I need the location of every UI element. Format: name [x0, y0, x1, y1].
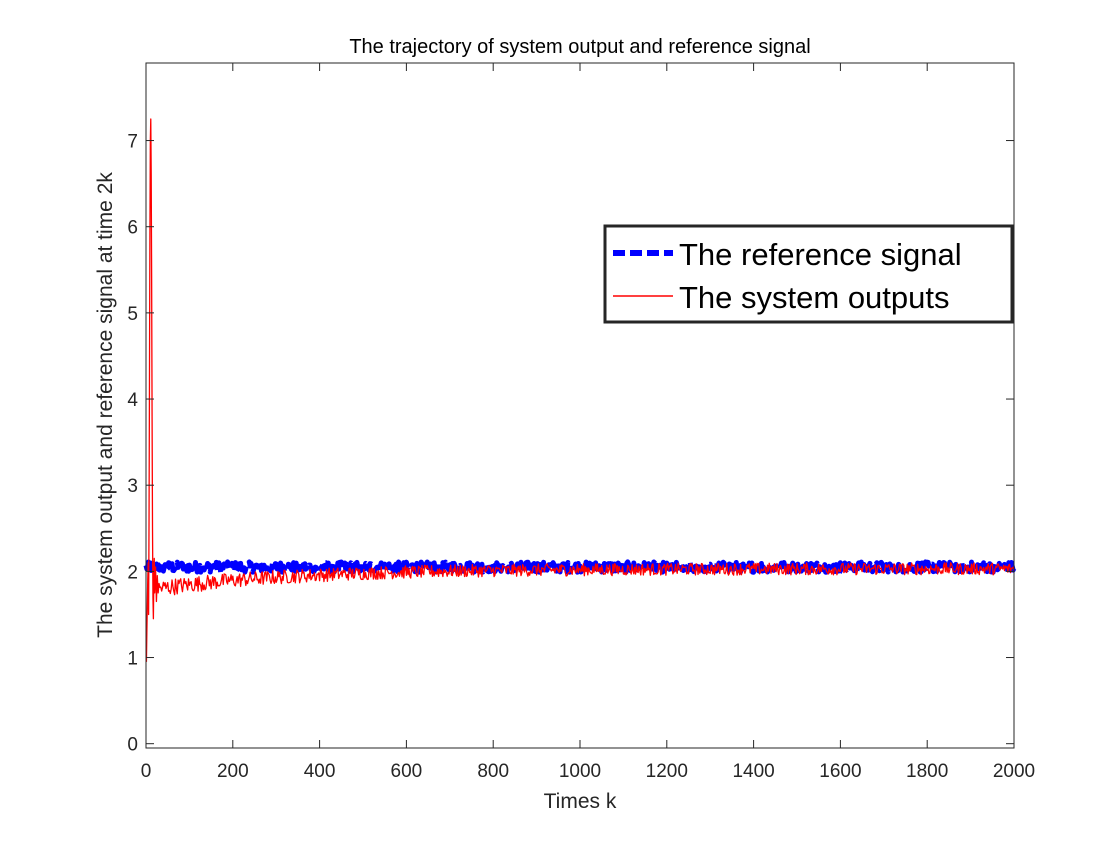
x-tick-label: 200: [217, 761, 249, 782]
plot-area: [146, 63, 1014, 748]
x-tick-label: 1400: [732, 761, 774, 782]
x-tick-label: 0: [141, 761, 152, 782]
y-tick-label: 0: [127, 735, 138, 756]
x-tick-label: 600: [391, 761, 423, 782]
y-tick-label: 1: [127, 649, 138, 670]
legend-label-reference: The reference signal: [679, 237, 962, 272]
x-axis-label: Times k: [544, 790, 617, 813]
chart-title: The trajectory of system output and refe…: [349, 36, 810, 58]
y-tick-label: 6: [127, 218, 138, 239]
y-tick-label: 5: [127, 304, 138, 325]
series-layer: [143, 118, 1017, 662]
y-tick-label: 7: [127, 132, 138, 153]
legend-box: [603, 224, 1014, 324]
tick-layer: [145, 63, 1015, 748]
x-tick-label: 2000: [993, 761, 1035, 782]
legend: The reference signal The system outputs: [603, 224, 1014, 324]
series-system-outputs: [145, 118, 1015, 662]
x-tick-label: 1200: [646, 761, 688, 782]
y-tick-label: 3: [127, 476, 138, 497]
x-tick-label: 1600: [819, 761, 861, 782]
x-tick-label: 800: [477, 761, 509, 782]
legend-label-outputs: The system outputs: [679, 280, 950, 315]
tick-label-layer: 0 200 400 600 800 1000 1200 1400 1600 1800 2000 0 1 2…: [127, 132, 1035, 782]
x-tick-label: 400: [304, 761, 336, 782]
y-tick-label: 2: [127, 562, 138, 583]
x-tick-label: 1800: [906, 761, 948, 782]
y-tick-label: 4: [127, 390, 138, 411]
x-tick-label: 1000: [559, 761, 601, 782]
y-axis-label: The system output and reference signal a…: [94, 172, 117, 638]
